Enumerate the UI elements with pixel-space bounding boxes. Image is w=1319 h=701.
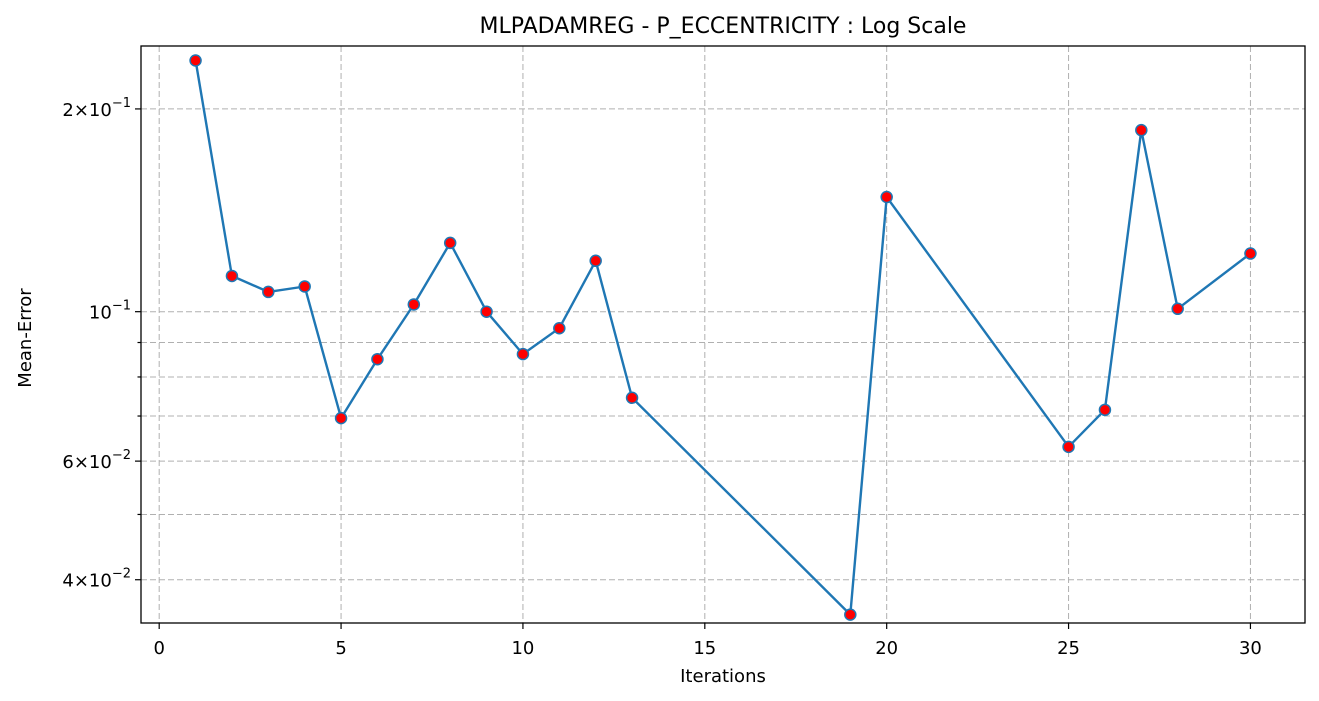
data-point xyxy=(880,190,893,204)
data-point xyxy=(625,391,639,405)
data-point xyxy=(844,608,857,621)
y-tick-label: 2×10−1 xyxy=(62,96,131,121)
data-point xyxy=(1098,403,1112,417)
data-point xyxy=(298,280,311,293)
series-line xyxy=(194,60,1252,616)
data-point xyxy=(1135,123,1148,137)
y-axis-label: Mean-Error xyxy=(15,288,36,388)
x-tick-label: 30 xyxy=(1239,638,1262,659)
data-point xyxy=(516,347,530,361)
x-tick-label: 10 xyxy=(511,638,534,659)
x-tick-label: 5 xyxy=(335,638,346,659)
data-point xyxy=(407,298,421,311)
y-tick-label: 10−1 xyxy=(89,299,131,324)
data-point xyxy=(480,305,493,318)
data-point xyxy=(443,236,457,250)
data-point xyxy=(225,269,239,283)
data-series xyxy=(189,54,1257,621)
data-point xyxy=(334,411,348,425)
data-point xyxy=(262,285,275,299)
data-point xyxy=(189,54,202,67)
data-point xyxy=(1244,247,1257,260)
data-point xyxy=(589,254,602,268)
y-tick-label: 6×10−2 xyxy=(62,448,131,473)
data-point xyxy=(1171,302,1184,316)
y-tick-label: 4×10−2 xyxy=(62,567,131,592)
axis-ticks: 0 5 10 15 20 25 30 2×10−1 10−1 6×10−2 4×10−2 xyxy=(62,96,1262,659)
x-tick-label: 25 xyxy=(1057,638,1080,659)
x-axis-label: Iterations xyxy=(680,666,766,687)
grid xyxy=(141,46,1305,623)
plot-frame xyxy=(140,45,1306,624)
x-tick-label: 20 xyxy=(875,638,898,659)
data-point xyxy=(553,321,566,335)
data-point xyxy=(1062,440,1075,454)
chart-title: MLPADAMREG - P_ECCENTRICITY : Log Scale xyxy=(480,14,967,39)
x-tick-label: 0 xyxy=(153,638,164,659)
data-point xyxy=(371,352,384,366)
x-tick-label: 15 xyxy=(693,638,716,659)
